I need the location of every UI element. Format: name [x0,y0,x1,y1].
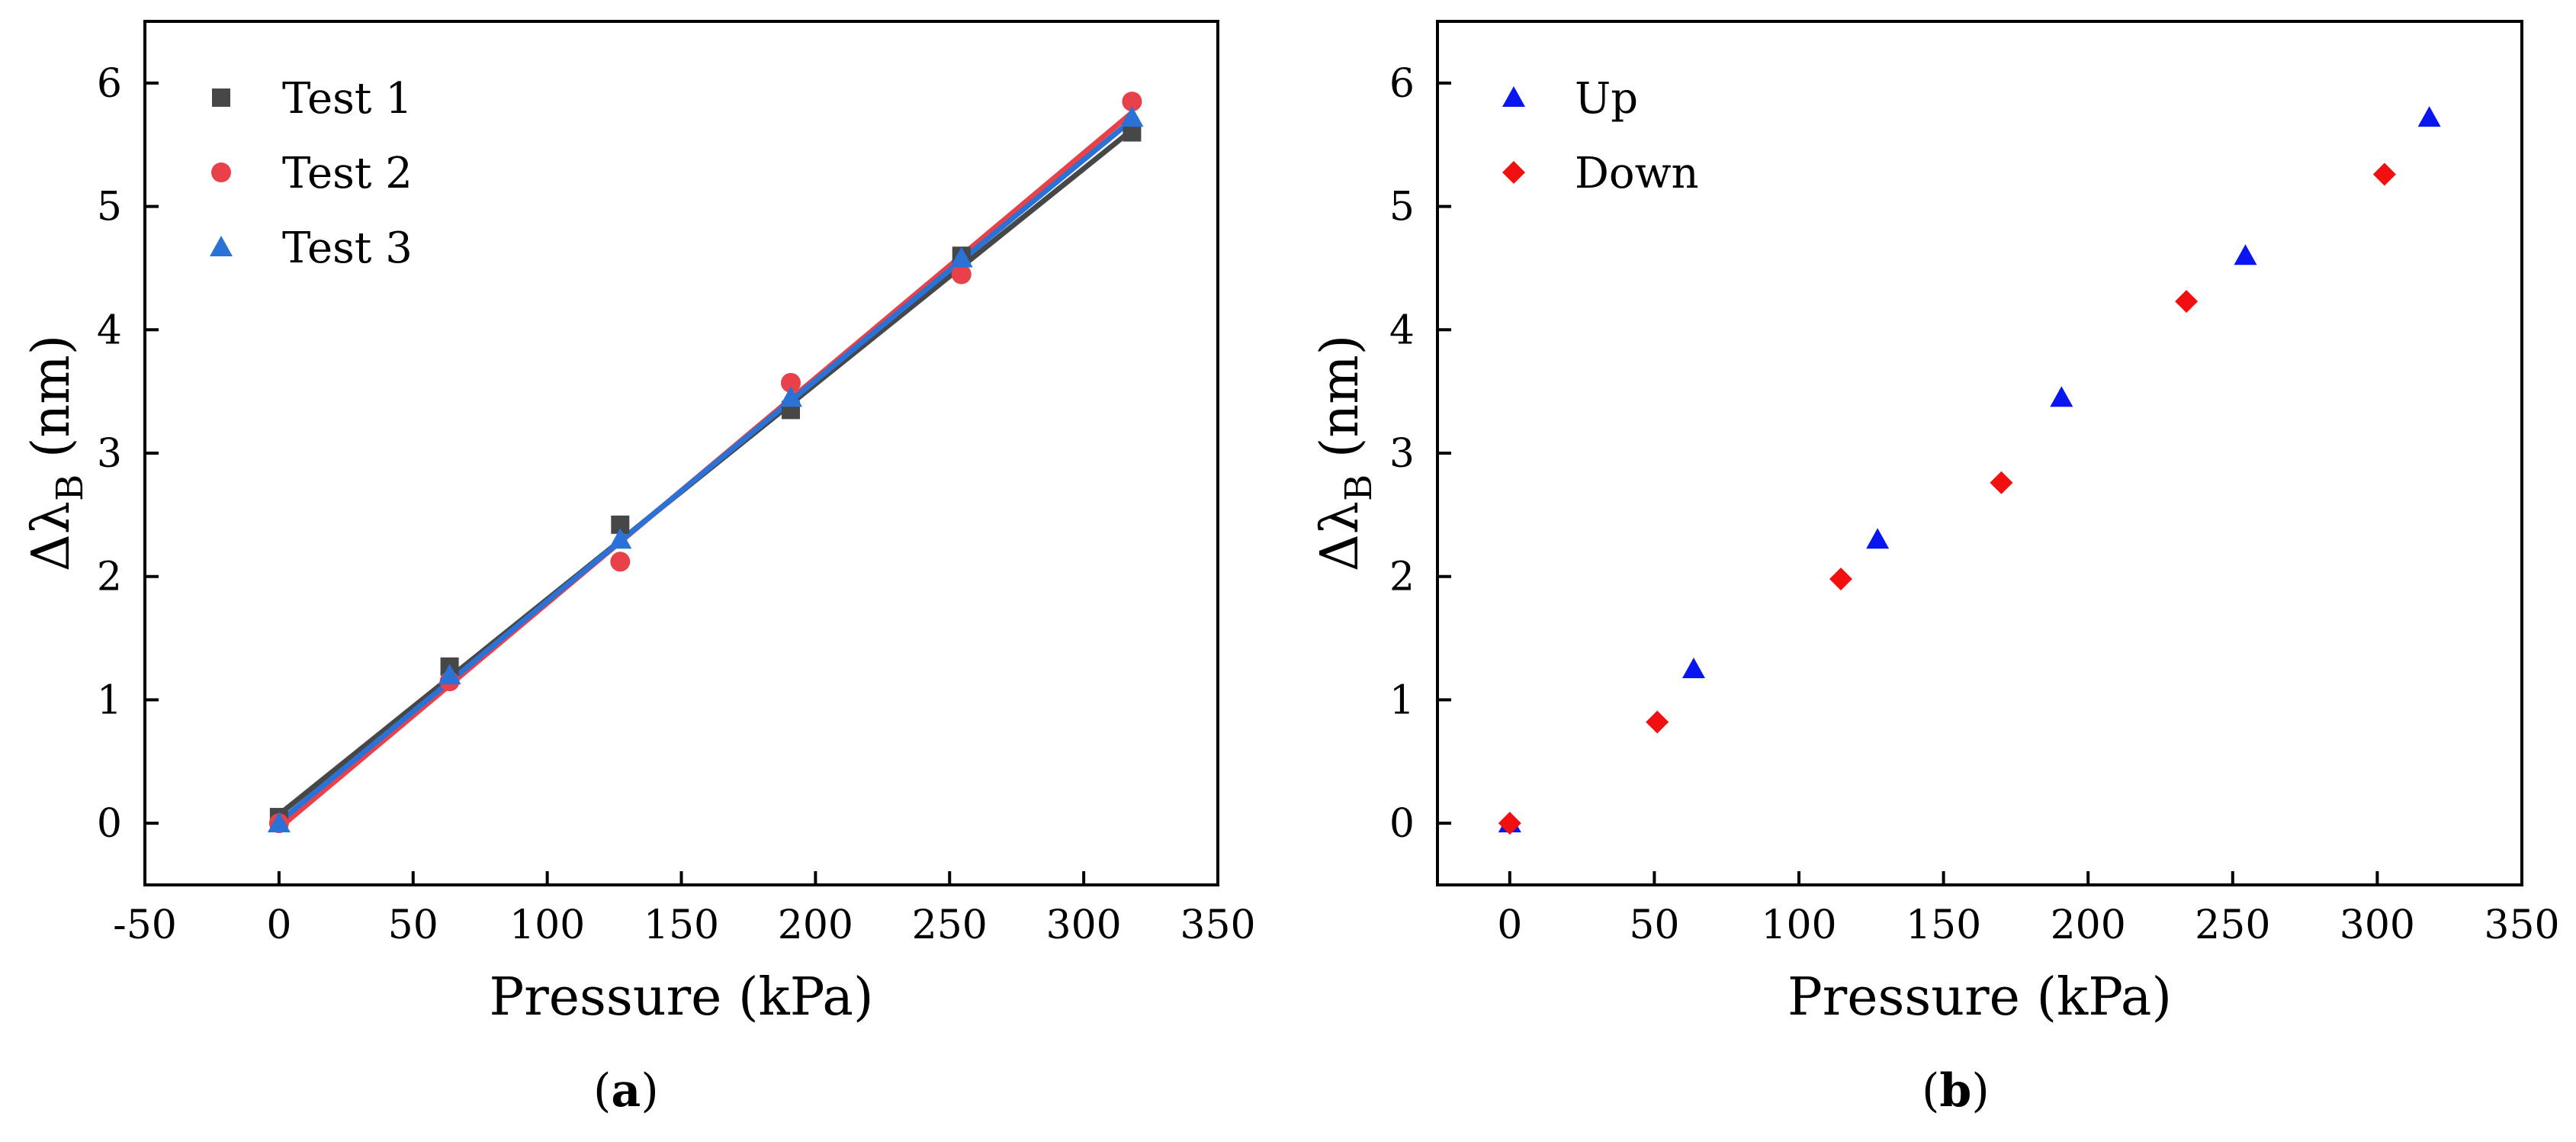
legend-label-test-3: Test 3 [282,224,413,273]
data-point [1646,710,1669,734]
y-tick-label: 4 [97,307,122,353]
y-tick-label: 6 [1389,61,1415,107]
x-tick-label: 150 [1906,902,1981,948]
x-tick-label: 350 [2484,902,2559,948]
data-point [949,246,973,268]
data-point [781,372,801,393]
x-tick-label: 0 [266,902,291,948]
data-point [951,264,972,285]
legend-marker-down [1502,161,1525,184]
data-point [267,812,291,833]
x-tick-label: 350 [1180,902,1255,948]
data-point [1120,106,1144,127]
x-tick-label: 200 [778,902,853,948]
caption-a: (a) [593,1064,659,1118]
legend-marker-test-3 [210,236,233,256]
y-axis-title-main: Δλ [1310,501,1370,571]
x-tick-label: 300 [1045,902,1121,948]
series-test-3 [267,106,1144,833]
caption-b: (b) [1922,1064,1990,1118]
x-axis-title: Pressure (kPa) [1787,967,2172,1028]
y-tick-label: 5 [97,185,122,230]
x-tick-label: 100 [509,902,585,948]
data-point [1122,92,1142,112]
x-axis-title: Pressure (kPa) [490,967,874,1028]
legend-label-test-1: Test 1 [282,74,413,124]
y-tick-label: 2 [1389,555,1415,600]
data-point [2175,290,2199,314]
y-tick-label: 4 [1389,307,1415,353]
x-tick-label: -50 [113,902,177,948]
legend-marker-up [1502,86,1525,107]
y-tick-label: 3 [97,431,122,477]
data-point [1866,528,1890,549]
series-up [1498,106,2441,833]
x-tick-label: 0 [1497,902,1522,948]
y-tick-label: 0 [1389,801,1415,847]
data-point [1829,567,1852,590]
y-tick-label: 6 [97,61,122,107]
data-point [2050,386,2073,407]
x-tick-label: 250 [912,902,988,948]
data-point [609,528,632,549]
chart-panel-a: -50 0 50 100 150 200 250 300 350 0 1 2 3 4 5 6 Pressure … [21,20,1256,1028]
legend-marker-test-2 [211,162,231,182]
x-tick-label: 50 [1629,902,1679,948]
fit-line-test-3 [277,117,1134,825]
legend-marker-test-1 [212,88,230,107]
y-tick-label: 5 [1389,185,1415,230]
data-point [2234,244,2257,265]
y-axis-title: ΔλB (nm) [1310,335,1380,571]
data-point [2372,162,2396,186]
x-tick-label: 200 [2051,902,2126,948]
data-point [610,552,631,572]
y-tick-label: 1 [1389,677,1415,723]
y-axis-title-main: Δλ [21,501,82,571]
data-point [1990,471,2013,494]
x-tick-label: 100 [1761,902,1836,948]
y-tick-label: 0 [97,801,122,847]
y-tick-label: 2 [97,555,122,600]
x-tick-label: 250 [2195,902,2270,948]
x-tick-label: 300 [2340,902,2415,948]
legend-label-down: Down [1575,149,1699,198]
y-tick-label: 3 [1389,431,1415,477]
data-point [1681,658,1705,678]
y-axis-title-unit: (nm) [1310,335,1370,474]
y-axis-title-subscript: B [1338,474,1380,501]
y-tick-label: 1 [97,677,122,723]
legend-label-up: Up [1575,74,1638,124]
data-point [438,664,461,685]
x-tick-label: 150 [644,902,719,948]
x-tick-label: 50 [388,902,438,948]
chart-panel-b: 0 50 100 150 200 250 300 350 0 1 2 3 4 5 6 Pressure (kP… [1310,20,2560,1028]
y-axis-title-subscript: B [49,474,92,501]
legend-label-test-2: Test 2 [282,149,413,198]
y-axis-title-unit: (nm) [21,335,82,474]
data-point [1498,812,1521,835]
y-axis-title: ΔλB (nm) [21,335,92,571]
data-point [2417,106,2441,127]
data-point [779,386,803,407]
series-down [1498,162,2396,835]
